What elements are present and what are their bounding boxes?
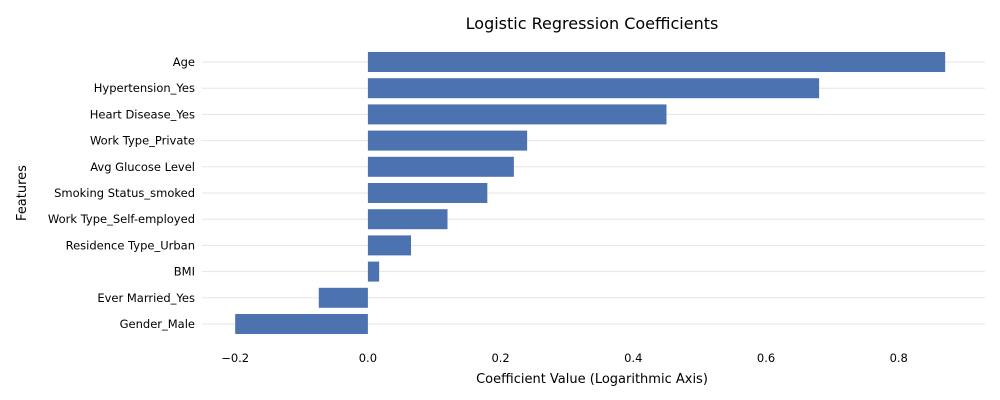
bar <box>367 235 412 256</box>
bar <box>318 287 368 308</box>
bar <box>367 130 528 151</box>
x-tick-labels: −0.2 0.0 0.2 0.4 0.6 0.8 <box>221 351 908 365</box>
y-tick-label: BMI <box>174 265 195 279</box>
bar <box>367 261 380 282</box>
bar <box>367 52 946 72</box>
bar <box>235 314 368 334</box>
y-tick-label: Heart Disease_Yes <box>90 107 195 121</box>
grid-layer <box>202 61 985 325</box>
bar <box>367 156 514 177</box>
x-axis-label: Coefficient Value (Logarithmic Axis) <box>476 372 708 387</box>
x-tick-label: 0.0 <box>359 351 377 365</box>
x-tick-label: 0.4 <box>624 351 642 365</box>
y-tick-label: Ever Married_Yes <box>97 291 195 305</box>
bar-layer <box>235 52 946 334</box>
x-tick-label: −0.2 <box>221 351 249 365</box>
bar <box>367 209 448 230</box>
y-tick-label: Work Type_Self-employed <box>48 212 195 226</box>
y-tick-label: Work Type_Private <box>90 134 195 148</box>
x-tick-label: 0.6 <box>757 351 775 365</box>
y-tick-label: Avg Glucose Level <box>90 160 195 174</box>
x-tick-label: 0.2 <box>491 351 509 365</box>
y-tick-labels: Age Hypertension_Yes Heart Disease_Yes Work… <box>48 55 195 331</box>
chart-title: Logistic Regression Coefficients <box>466 14 719 33</box>
y-tick-label: Gender_Male <box>120 317 195 331</box>
y-tick-label: Smoking Status_smoked <box>54 186 195 200</box>
bar <box>367 78 820 99</box>
bar <box>367 183 488 203</box>
y-tick-label: Residence Type_Urban <box>66 238 195 252</box>
bar <box>367 104 667 125</box>
y-tick-label: Hypertension_Yes <box>94 81 195 95</box>
y-tick-label: Age <box>173 55 195 69</box>
y-axis-label: Features <box>15 165 30 221</box>
x-tick-label: 0.8 <box>890 351 908 365</box>
